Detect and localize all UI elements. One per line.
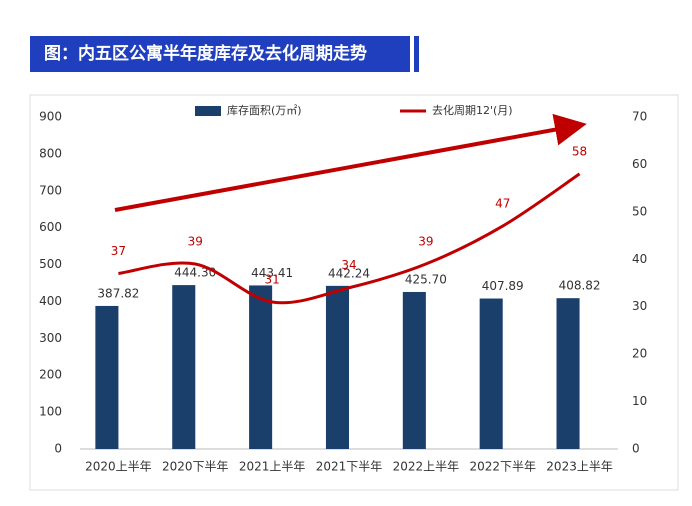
y2-tick-label: 70 (632, 110, 647, 124)
bar-value-label: 407.89 (482, 279, 524, 293)
bar (325, 285, 349, 449)
y2-tick-label: 10 (632, 394, 647, 408)
y2-tick-label: 20 (632, 347, 647, 361)
y-tick-label: 200 (39, 368, 62, 382)
line (118, 172, 581, 305)
y-tick-label: 300 (39, 331, 62, 345)
y-tick-label: 600 (39, 220, 62, 234)
bar (479, 298, 503, 449)
y-tick-label: 900 (39, 110, 62, 124)
bar (95, 305, 119, 449)
bar (556, 298, 580, 449)
line-value-label: 58 (572, 144, 587, 158)
x-tick-label: 2023上半年 (546, 460, 613, 474)
line-value-label: 37 (111, 244, 126, 258)
x-tick-label: 2020下半年 (162, 460, 229, 474)
trend-arrow (114, 113, 587, 212)
x-tick-label: 2021下半年 (316, 460, 383, 474)
line-value-label: 34 (341, 258, 356, 272)
bar (402, 291, 426, 449)
x-tick-label: 2020上半年 (85, 460, 152, 474)
y-tick-label: 800 (39, 146, 62, 160)
y-tick-label: 100 (39, 405, 62, 419)
bar-value-label: 387.82 (97, 286, 139, 300)
x-tick-label: 2022下半年 (469, 460, 536, 474)
y-tick-label: 700 (39, 183, 62, 197)
x-tick-label: 2022上半年 (393, 460, 460, 474)
bar-value-label: 442.24 (328, 266, 370, 280)
x-tick-label: 2021上半年 (239, 460, 306, 474)
y2-tick-label: 60 (632, 157, 647, 171)
y-tick-label: 500 (39, 257, 62, 271)
bar-value-label: 444.30 (174, 266, 216, 280)
y2-tick-label: 40 (632, 252, 647, 266)
legend-label: 去化周期12'(月) (432, 103, 513, 117)
bar-value-label: 408.82 (559, 279, 601, 293)
line-value-label: 39 (188, 235, 203, 249)
line-value-label: 39 (418, 235, 433, 249)
legend-label: 库存面积(万㎡) (227, 103, 302, 117)
chart-frame (29, 94, 679, 491)
bar (172, 285, 196, 449)
title-accent (414, 36, 419, 72)
y2-tick-label: 50 (632, 204, 647, 218)
title-banner (30, 36, 410, 72)
line-value-label: 31 (265, 272, 280, 286)
y-tick-label: 0 (54, 442, 62, 456)
bar-value-label: 443.41 (251, 266, 293, 280)
line-value-label: 47 (495, 197, 510, 211)
y2-tick-label: 30 (632, 299, 647, 313)
bar (249, 285, 273, 449)
y-tick-label: 400 (39, 294, 62, 308)
bar-value-label: 425.70 (405, 272, 447, 286)
legend-swatch (195, 106, 221, 116)
y2-tick-label: 0 (632, 442, 640, 456)
chart-title: 图：内五区公寓半年度库存及去化周期走势 (44, 43, 367, 64)
